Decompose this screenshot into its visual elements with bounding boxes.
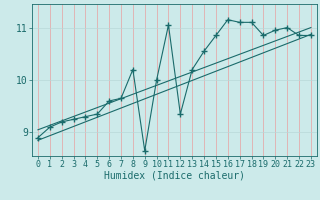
X-axis label: Humidex (Indice chaleur): Humidex (Indice chaleur) (104, 171, 245, 181)
